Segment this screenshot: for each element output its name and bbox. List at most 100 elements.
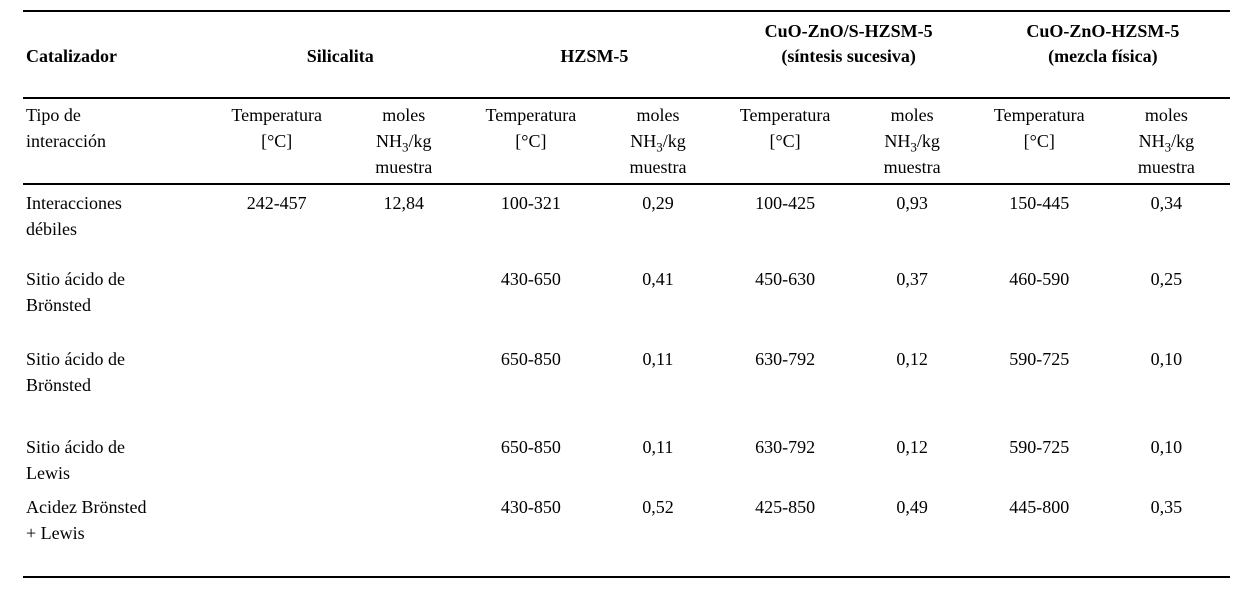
row-label: Sitio ácido de Brönsted	[23, 341, 213, 429]
cell-temperatura: 242-457	[246, 193, 307, 213]
row-label-line1: Sitio ácido de	[26, 349, 125, 369]
cell-moles: 0,52	[642, 497, 674, 517]
row-label-line2: Brönsted	[26, 375, 91, 395]
subheader-moles-label: moles	[1144, 105, 1188, 125]
row-label-line1: Sitio ácido de	[26, 437, 125, 457]
cell-moles: 0,29	[642, 193, 674, 213]
cell-temperatura: 650-850	[500, 437, 561, 457]
cell-temperatura: 100-321	[500, 193, 561, 213]
cell-temperatura: 430-850	[500, 497, 561, 517]
per-kg-text: /kg	[662, 131, 686, 151]
cell-moles	[340, 261, 467, 341]
subheader-temperatura-silicalita: Temperatura [°C]	[213, 98, 341, 185]
cell-temperatura: 650-850	[500, 349, 561, 369]
cell-temperatura: 450-630	[755, 269, 816, 289]
cell-temperatura: 630-792	[755, 349, 816, 369]
subheader-line2: interacción	[26, 131, 106, 151]
nh-text: NH	[1138, 131, 1165, 151]
subheader-moles-cuo-zno: moles NH3/kg muestra	[1102, 98, 1230, 185]
subheader-moles-label: moles	[636, 105, 680, 125]
subheader-temp-unit: [°C]	[769, 131, 801, 151]
group-header-row: Catalizador Silicalita HZSM-5 CuO-ZnO/S-…	[23, 11, 1230, 99]
cell-moles	[340, 341, 467, 429]
group-header-line1: Silicalita	[306, 46, 374, 66]
row-label: Sitio ácido de Brönsted	[23, 261, 213, 341]
subheader-moles-muestra: muestra	[375, 157, 433, 177]
subheader-temperatura-hzsm5: Temperatura [°C]	[467, 98, 595, 185]
row-sitio-acido-bronsted-1: Sitio ácido de Brönsted 430-650 0,41 450…	[23, 261, 1230, 341]
subheader-moles-muestra: muestra	[629, 157, 687, 177]
subheader-moles-muestra: muestra	[1137, 157, 1195, 177]
nh-text: NH	[376, 131, 403, 151]
cell-temperatura	[213, 261, 340, 341]
row-label-line2: Brönsted	[26, 295, 91, 315]
cell-moles: 0,25	[1150, 269, 1183, 289]
subheader-moles-formula: NH3/kg	[594, 128, 721, 154]
row-label-line1: Sitio ácido de	[26, 269, 125, 289]
cell-moles: 0,41	[642, 269, 674, 289]
group-header-line1: CuO-ZnO/S-HZSM-5	[764, 21, 933, 41]
subheader-line1: Tipo de	[26, 105, 81, 125]
cell-moles: 0,10	[1150, 349, 1183, 369]
subscript-3: 3	[402, 139, 409, 155]
corner-header-catalizador: Catalizador	[23, 11, 214, 99]
subheader-temp-label: Temperatura	[231, 105, 323, 125]
subheader-row: Tipo de interacción Temperatura [°C] mol…	[23, 98, 1230, 185]
subheader-moles-label: moles	[382, 105, 426, 125]
subheader-temp-label: Temperatura	[485, 105, 577, 125]
cell-moles: 0,12	[896, 349, 928, 369]
row-label: Interacciones débiles	[23, 184, 213, 261]
subheader-moles-label: moles	[890, 105, 934, 125]
subscript-3: 3	[910, 139, 917, 155]
cell-moles: 12,84	[383, 193, 425, 213]
cell-temperatura: 460-590	[1009, 269, 1070, 289]
cell-moles	[340, 429, 467, 489]
cell-moles: 0,49	[896, 497, 928, 517]
nh-text: NH	[884, 131, 911, 151]
cell-temperatura: 590-725	[1009, 437, 1070, 457]
row-sitio-acido-lewis: Sitio ácido de Lewis 650-850 0,11 630-79…	[23, 429, 1230, 489]
per-kg-text: /kg	[408, 131, 432, 151]
group-header-line2: (mezcla física)	[1048, 46, 1158, 66]
cell-temperatura	[213, 341, 340, 429]
subheader-moles-cuo-zno-s: moles NH3/kg muestra	[848, 98, 976, 185]
cell-moles: 0,11	[642, 437, 674, 457]
cell-temperatura	[213, 489, 340, 577]
cell-temperatura: 100-425	[755, 193, 816, 213]
subheader-temp-label: Temperatura	[993, 105, 1085, 125]
group-header-line1: CuO-ZnO-HZSM-5	[1026, 21, 1180, 41]
catalyst-acidity-table: Catalizador Silicalita HZSM-5 CuO-ZnO/S-…	[23, 10, 1230, 578]
subheader-temp-unit: [°C]	[515, 131, 547, 151]
group-header-cuo-zno-hzsm5: CuO-ZnO-HZSM-5 (mezcla física)	[975, 11, 1230, 99]
group-header-cuo-zno-s-hzsm5: CuO-ZnO/S-HZSM-5 (síntesis sucesiva)	[721, 11, 976, 99]
subheader-temp-unit: [°C]	[261, 131, 293, 151]
per-kg-text: /kg	[1171, 131, 1195, 151]
subheader-temperatura-cuo-zno-s: Temperatura [°C]	[721, 98, 849, 185]
subscript-3: 3	[656, 139, 663, 155]
cell-temperatura: 150-445	[1009, 193, 1070, 213]
subheader-moles-silicalita: moles NH3/kg muestra	[340, 98, 468, 185]
subheader-tipo-de-interaccion: Tipo de interacción	[23, 98, 214, 185]
row-label: Sitio ácido de Lewis	[23, 429, 213, 489]
row-label-line2: débiles	[26, 219, 77, 239]
subheader-temperatura-cuo-zno: Temperatura [°C]	[975, 98, 1103, 185]
row-label-line2: Lewis	[26, 463, 70, 483]
group-header-silicalita: Silicalita	[213, 11, 468, 99]
subheader-moles-formula: NH3/kg	[849, 128, 976, 154]
row-label-line2: + Lewis	[26, 523, 85, 543]
cell-moles: 0,12	[896, 437, 928, 457]
row-interacciones-debiles: Interacciones débiles 242-457 12,84 100-…	[23, 184, 1230, 261]
cell-moles: 0,93	[896, 193, 928, 213]
cell-moles: 0,10	[1150, 437, 1183, 457]
row-label-line1: Interacciones	[26, 193, 122, 213]
cell-temperatura	[213, 429, 340, 489]
cell-moles: 0,11	[642, 349, 674, 369]
cell-temperatura: 425-850	[755, 497, 816, 517]
subheader-moles-formula: NH3/kg	[340, 128, 467, 154]
group-header-line2: (síntesis sucesiva)	[781, 46, 916, 66]
row-label-line1: Acidez Brönsted	[26, 497, 147, 517]
subheader-moles-muestra: muestra	[883, 157, 941, 177]
group-header-hzsm5: HZSM-5	[467, 11, 722, 99]
row-sitio-acido-bronsted-2: Sitio ácido de Brönsted 650-850 0,11 630…	[23, 341, 1230, 429]
